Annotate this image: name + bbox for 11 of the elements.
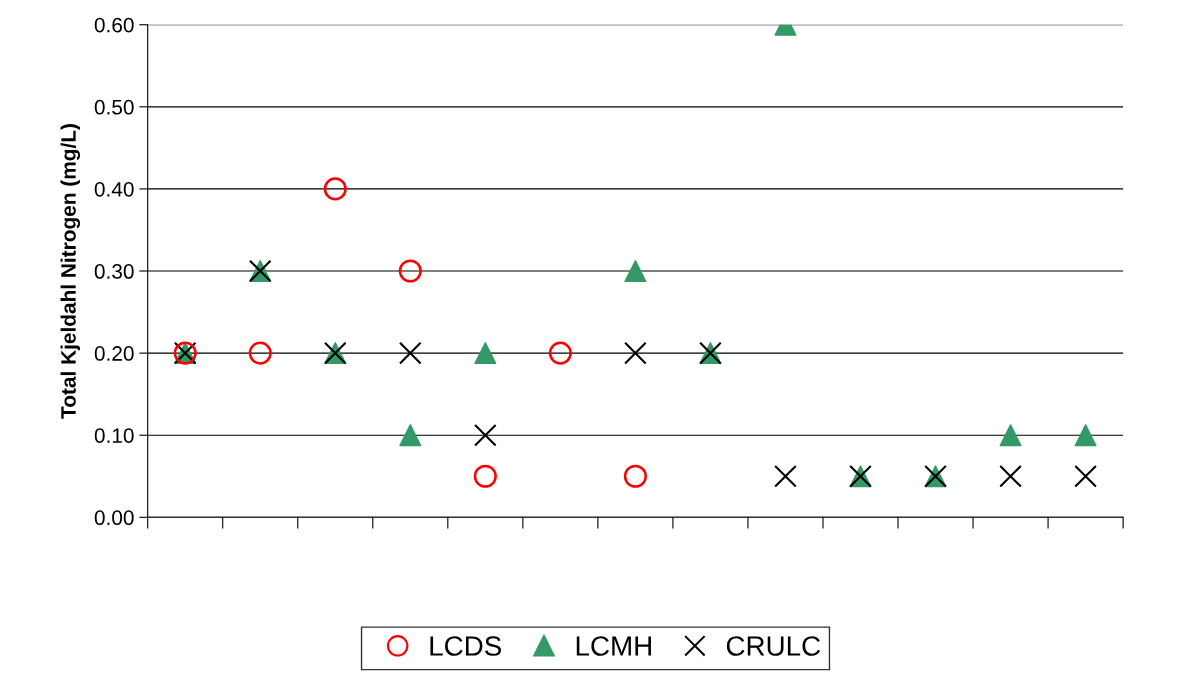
y-tick-label: 0.60 bbox=[94, 17, 134, 33]
y-tick-label: 0.20 bbox=[94, 346, 134, 361]
legend-label: LCDS bbox=[430, 636, 502, 656]
legend-label: CRULC bbox=[726, 636, 821, 656]
y-tick-label: 0.10 bbox=[94, 428, 134, 443]
legend-label: LCMH bbox=[576, 636, 651, 656]
y-tick-label: 0.00 bbox=[94, 510, 134, 526]
y-tick-label: 0.30 bbox=[94, 264, 134, 279]
y-axis-title: Total Kjeldahl Nitrogen (mg/L) bbox=[60, 124, 81, 419]
y-tick-label: 0.40 bbox=[94, 181, 134, 197]
y-tick-label: 0.50 bbox=[94, 99, 134, 115]
